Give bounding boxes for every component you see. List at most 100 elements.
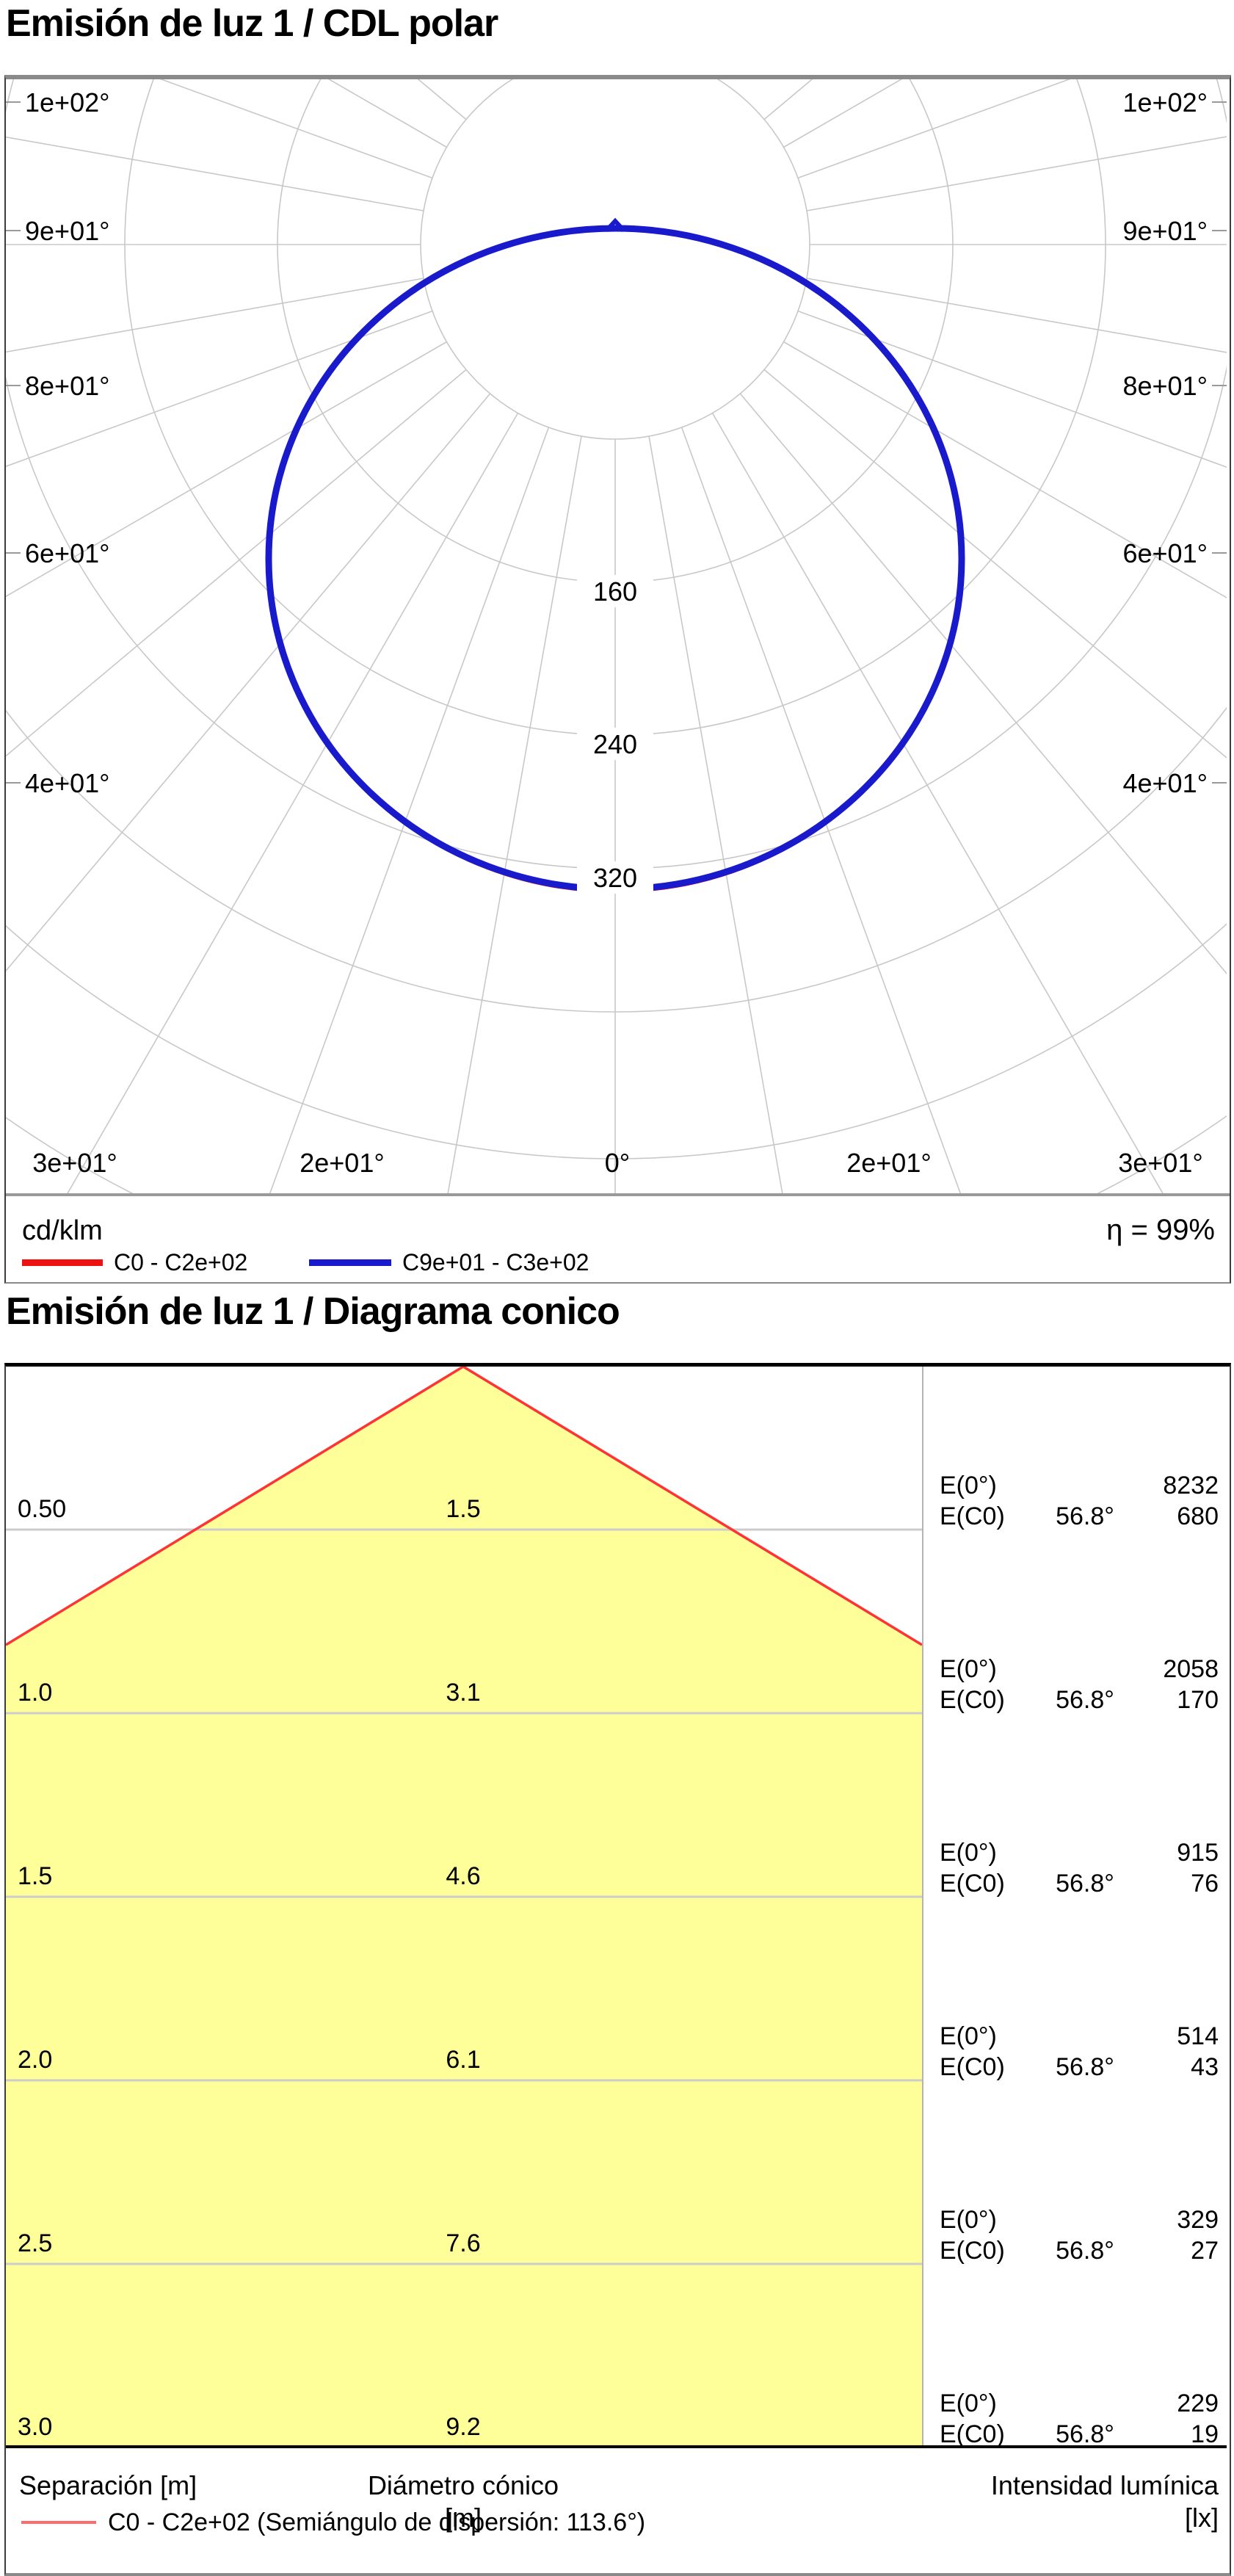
cone-chart-frame: 0.50 1.5 E(0°) 8232 E(C0) 56.8° 680 1.0 … (4, 1363, 1231, 2576)
angle-label-left: 4e+01° (25, 768, 110, 798)
ec0-label: E(C0) (940, 1502, 1005, 1530)
angle-label-right: 9e+01° (1122, 216, 1208, 246)
polar-ray (648, 435, 783, 1193)
cone-footer-diameter: Diámetro cónico [m] (367, 2470, 559, 2533)
ec0-value: 680 (1177, 1502, 1219, 1530)
polar-ray (447, 435, 582, 1193)
legend-label-c0: C0 - C2e+02 (114, 1249, 248, 1276)
separation-label: 1.0 (18, 1679, 53, 1707)
angle-label-bottom: 3e+01° (1118, 1148, 1203, 1178)
ring-label: 240 (593, 729, 637, 759)
ec0-angle: 56.8° (1056, 1502, 1114, 1530)
polar-ray (67, 413, 519, 1193)
separation-label: 0.50 (18, 1495, 67, 1523)
cone-gridlines (6, 1528, 922, 2265)
e0-label: E(0°) (940, 2389, 997, 2417)
ring-label: 320 (593, 863, 637, 893)
e0-value: 8232 (1163, 1472, 1219, 1499)
ring-label: 160 (593, 576, 637, 607)
polar-ray (806, 136, 1227, 211)
angle-label-right: 1e+02° (1122, 87, 1208, 117)
ring-label-chip (577, 728, 653, 760)
polar-chart-frame: 160 240 320 1e+02° (4, 75, 1231, 1284)
separation-label: 2.5 (18, 2229, 53, 2257)
polar-ray (6, 393, 491, 972)
polar-ring (6, 922, 1227, 1159)
diameter-label: 9.2 (446, 2413, 481, 2441)
angle-label-bottom: 0° (605, 1148, 630, 1178)
polar-grid (6, 79, 1227, 1193)
e0-value: 329 (1177, 2206, 1219, 2234)
cone-beam-edge-right (462, 1367, 922, 1646)
polar-ray (711, 413, 1164, 1193)
separation-label: 3.0 (18, 2413, 53, 2441)
cone-divider (922, 1367, 923, 2447)
cone-beam-edge-left (6, 1367, 464, 1646)
polar-ray (763, 369, 1227, 759)
ec0-angle: 56.8° (1056, 2053, 1114, 2081)
polar-ray (6, 310, 433, 467)
polar-ray (797, 79, 1071, 179)
polar-ray (806, 278, 1227, 353)
cone-footer-intensity: Intensidad lumínica [lx] (990, 2470, 1219, 2533)
polar-ring (6, 1115, 1227, 1193)
e0-value: 229 (1177, 2389, 1219, 2417)
polar-title: Emisión de luz 1 / CDL polar (6, 2, 498, 45)
polar-legend: cd/klm η = 99% C0 - C2e+02 C9e+01 - C3e+… (6, 1193, 1230, 1281)
polar-ring-labels: 160 240 320 (577, 575, 653, 894)
angle-label-right: 4e+01° (1122, 768, 1208, 798)
cone-legend-swatch (21, 2521, 96, 2524)
ec0-angle: 56.8° (1056, 2237, 1114, 2265)
e0-label: E(0°) (940, 2022, 997, 2050)
e0-label: E(0°) (940, 2206, 997, 2234)
ec0-value: 19 (1191, 2420, 1219, 2448)
ec0-label: E(C0) (940, 2420, 1005, 2448)
polar-ray (739, 393, 1227, 974)
polar-ray (6, 341, 447, 598)
e0-value: 514 (1177, 2022, 1219, 2050)
ec0-value: 170 (1177, 1686, 1219, 1714)
e0-label: E(0°) (940, 1655, 997, 1683)
polar-ray (797, 310, 1227, 468)
unit-label: cd/klm (22, 1215, 103, 1246)
legend-label-c90: C9e+01 - C3e+02 (402, 1249, 589, 1276)
ec0-angle: 56.8° (1056, 1870, 1114, 1897)
angle-label-left: 8e+01° (25, 371, 110, 401)
diameter-label: 1.5 (446, 1495, 481, 1523)
cone-title: Emisión de luz 1 / Diagrama conico (6, 1290, 620, 1333)
e0-label: E(0°) (940, 1839, 997, 1867)
e0-label: E(0°) (940, 1472, 997, 1499)
ec0-value: 76 (1191, 1870, 1219, 1897)
diameter-label: 4.6 (446, 1862, 481, 1890)
angle-label-right: 6e+01° (1122, 538, 1208, 568)
polar-ray (6, 278, 424, 353)
ec0-label: E(C0) (940, 2237, 1005, 2265)
cone-legend-label: C0 - C2e+02 (Semiángulo de dispersión: 1… (108, 2508, 646, 2536)
legend-swatch-blue (309, 1259, 391, 1266)
e0-value: 2058 (1163, 1655, 1219, 1683)
polar-ring (420, 79, 810, 440)
angle-label-bottom: 3e+01° (32, 1148, 117, 1178)
cone-bottom-border (6, 2445, 1227, 2448)
ec0-label: E(C0) (940, 1686, 1005, 1714)
polar-ray (680, 427, 962, 1193)
cone-footer-separation: Separación [m] (19, 2470, 197, 2500)
ec0-label: E(C0) (940, 1870, 1005, 1897)
angle-label-left: 9e+01° (25, 216, 110, 246)
polar-ray (783, 341, 1227, 598)
diameter-label: 7.6 (446, 2229, 481, 2257)
ring-label-chip (577, 575, 653, 607)
polar-angle-labels: 1e+02° 9e+01° 8e+01° 6e+01° 4e+01° 1e+02… (25, 87, 1208, 1178)
ring-label-chip (577, 861, 653, 894)
ec0-value: 27 (1191, 2237, 1219, 2265)
angle-label-left: 6e+01° (25, 538, 110, 568)
diameter-label: 3.1 (446, 1679, 481, 1707)
legend-swatch-red (22, 1259, 103, 1266)
ec0-label: E(C0) (940, 2053, 1005, 2081)
separation-label: 1.5 (18, 1862, 53, 1890)
polar-ray (159, 79, 433, 179)
angle-label-bottom: 2e+01° (846, 1148, 932, 1178)
e0-value: 915 (1177, 1839, 1219, 1867)
ec0-angle: 56.8° (1056, 1686, 1114, 1714)
